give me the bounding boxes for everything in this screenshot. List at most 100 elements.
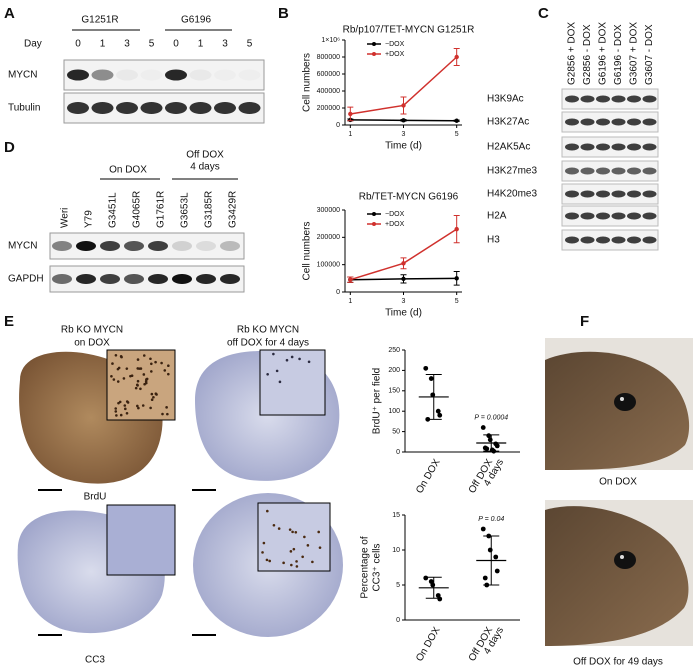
stain-dot [152, 395, 155, 399]
stain-dot [160, 361, 163, 365]
stain-dot [275, 369, 279, 373]
band [116, 69, 138, 81]
tissue-image [17, 349, 343, 637]
band [172, 241, 192, 251]
lane-label: G3429R [228, 191, 239, 228]
stain-dot [122, 377, 126, 380]
stain-dot [303, 535, 306, 539]
panel-letter: C [538, 5, 549, 22]
x-tick-label: 5 [455, 131, 459, 138]
stain-dot [165, 406, 168, 409]
x-tick-label: 1 [348, 298, 352, 305]
p-value: P = 0.04 [478, 516, 504, 523]
legend-swatch [372, 52, 376, 56]
y-tick-label: 0 [396, 449, 400, 456]
band [642, 143, 657, 151]
point [428, 376, 434, 381]
stain-dot [117, 401, 120, 405]
band [91, 69, 114, 81]
sd-bar [483, 434, 500, 452]
point [487, 437, 493, 443]
stain-dot [117, 366, 121, 370]
x-axis-label: Time (d) [385, 141, 422, 152]
y-tick-label: 400000 [317, 88, 340, 95]
x-axis-label: Time (d) [385, 308, 422, 319]
point [480, 526, 486, 532]
stain-dot [298, 357, 301, 361]
photo-caption: On DOX [599, 477, 637, 488]
lane-label: G2856 - DOX [582, 24, 593, 85]
band [596, 143, 610, 151]
stain-dot [116, 380, 120, 383]
group-label: G1251R [81, 15, 118, 26]
band [116, 102, 138, 114]
band [165, 102, 187, 114]
lane-label: 0 [75, 39, 81, 50]
band [580, 118, 595, 126]
band [565, 212, 579, 220]
stain-dot [135, 383, 139, 387]
point [486, 433, 492, 439]
panel-letter: B [278, 5, 289, 22]
band [52, 274, 72, 284]
lane-label: 1 [100, 39, 106, 50]
y-axis-label: Cell numbers [302, 222, 313, 281]
stain-dot [292, 547, 296, 551]
band [67, 69, 89, 81]
stain-dot [167, 372, 170, 376]
band [596, 212, 610, 220]
band [565, 190, 579, 198]
band [91, 102, 114, 114]
stain-dot [145, 377, 149, 381]
stain-dot [268, 559, 271, 563]
y-tick-label: 600000 [317, 71, 340, 78]
band [611, 118, 626, 126]
point [401, 118, 406, 123]
band [611, 236, 626, 244]
point [487, 547, 493, 553]
stain-dot [295, 565, 299, 568]
point [401, 261, 406, 266]
photo-caption: Off DOX for 49 days [573, 657, 663, 668]
stain-dot [123, 404, 127, 407]
condition-label: 4 days [190, 162, 219, 173]
stain-dot [125, 367, 129, 370]
band [642, 212, 657, 220]
x-tick-label: 1 [348, 131, 352, 138]
legend-swatch [372, 42, 376, 46]
stain-dot [144, 381, 148, 385]
y-tick-label: 0 [396, 617, 400, 624]
stain-dot [285, 358, 289, 362]
band [642, 95, 657, 103]
lane-label: Weri [60, 208, 71, 228]
point [348, 111, 353, 117]
stain-dot [282, 561, 285, 565]
stain-dot [266, 372, 269, 376]
stain-dot [288, 528, 292, 531]
row-label: H4K20me3 [487, 189, 537, 200]
band [596, 167, 610, 175]
lane-label: G4065R [132, 191, 143, 228]
lane-label: 3 [124, 39, 130, 50]
row-label: H3K27Ac [487, 117, 529, 128]
image-label: Rb KO MYCN [61, 325, 123, 336]
stain-dot [114, 354, 118, 357]
lane-label: G3653L [180, 192, 191, 228]
x-tick-label: 5 [455, 298, 459, 305]
band [565, 118, 579, 126]
legend-swatch [372, 222, 376, 226]
panel-letter: D [4, 139, 15, 156]
band [565, 143, 579, 151]
band [642, 190, 657, 198]
band [165, 69, 187, 81]
point [484, 446, 490, 452]
band [76, 274, 96, 284]
band [627, 212, 641, 220]
band [214, 70, 236, 81]
point [401, 276, 406, 282]
panel-letter: F [580, 313, 589, 330]
stain-dot [154, 360, 157, 364]
group-label: G6196 [181, 15, 211, 26]
mouse-photo [545, 338, 693, 646]
band [580, 236, 595, 244]
